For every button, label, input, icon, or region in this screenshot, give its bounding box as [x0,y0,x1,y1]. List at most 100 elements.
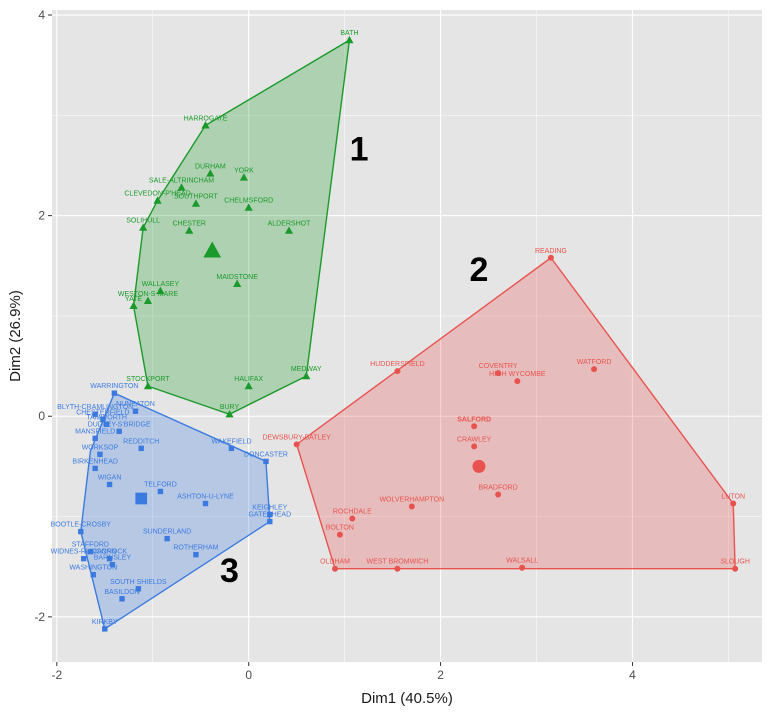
cluster-number-3: 3 [220,552,239,590]
label-tamworth: TAMWORTH [86,414,127,421]
point-blyth-cramlington [92,411,98,417]
point-bath [345,35,354,44]
centroid-cluster-1 [203,241,222,258]
label-harrogate: HARROGATE [184,115,228,122]
point-salford [471,423,478,430]
point-durham [206,169,215,177]
label-nuneaton: NUNEATON [116,401,155,408]
point-kirkby [102,626,108,632]
point-nuneaton [132,408,139,414]
y-tick-label: 4 [38,8,45,22]
label-redditch: REDDITCH [123,438,159,445]
label-bath: BATH [340,30,358,37]
centroid-cluster-3 [135,492,148,505]
point-yate [129,301,138,310]
label-coventry: COVENTRY [479,363,518,370]
label-sale-altrincham: SALE-ALTRINCHAM [149,178,214,185]
point-york [239,173,248,181]
label-west-bromwich: WEST BROMWICH [367,559,429,566]
point-doncaster [263,458,269,465]
point-walsall [519,564,526,571]
point-southport [191,199,200,207]
label-medway: MEDWAY [291,366,322,373]
x-tick-label: 2 [437,668,444,682]
point-bootle-crosby [78,528,84,535]
point-labels: BATH HARROGATE DURHAM YORK SALE-ALTRINCHAM CL… [51,30,750,626]
label-slough: SLOUGH [720,559,750,566]
label-birkenhead: BIRKENHEAD [72,458,118,465]
x-tick-label: 0 [245,668,252,682]
cluster-number-1: 1 [350,130,369,168]
label-blyth-cramlington: BLYTH-CRAMLINGTON [57,404,133,411]
point-chester [185,226,194,234]
point-stafford [87,548,94,555]
data-points [78,35,739,632]
point-redditch [138,445,144,452]
label-south-shields: SOUTH SHIELDS [110,579,167,586]
label-york: YORK [234,168,254,175]
point-keighley [267,511,273,518]
point-wolverhampton [408,503,415,510]
label-worksop: WORKSOP [82,444,119,451]
point-tamworth [103,421,110,427]
label-oldham: OLDHAM [320,559,350,566]
point-ashton-u-lyne [202,500,209,507]
label-bolton: BOLTON [326,525,354,532]
label-chesterfield: CHESTERFIELD [76,409,129,416]
label-gateshead: GATESHEAD [248,512,291,519]
point-bolton [336,531,343,538]
point-widnes-runcorn [80,555,87,562]
y-tick-label: -2 [34,610,45,624]
label-wallasey: WALLASEY [142,281,180,288]
axes: -2 0 2 4 -2 0 2 4 [34,8,636,682]
point-halifax [244,381,253,390]
label-rotherham: ROTHERHAM [173,545,218,552]
point-worksop [97,451,103,458]
point-chelmsford [244,203,253,211]
label-widnes-runcorn: WIDNES-RUNCORN [51,549,117,556]
grid [52,10,762,662]
point-cannock [106,555,113,562]
point-west-bromwich [394,565,401,572]
y-tick-label: 2 [38,209,45,223]
point-solihull [139,223,148,231]
point-wallasey [156,286,165,294]
label-southport: SOUTHPORT [174,194,219,201]
point-dudley-s-bridge [116,428,122,434]
label-stafford: STAFFORD [72,542,109,549]
label-basildon: BASILDON [104,589,139,596]
label-mansfield: MANSFIELD [75,428,115,435]
x-axis-title: Dim1 (40.5%) [361,690,453,707]
cluster-hulls [80,38,736,631]
label-halifax: HALIFAX [234,376,263,383]
point-washington [90,572,96,578]
point-wigan [106,481,113,488]
point-rochdale [349,515,356,522]
label-dudley-s-bridge: DUDLEY-S'BRIDGE [88,421,151,428]
label-solihull: SOLIHULL [126,218,160,225]
point-watford [591,366,598,373]
point-warrington [111,390,118,396]
label-cannock: CANNOCK [92,549,127,556]
label-luton: LUTON [721,494,745,501]
label-barnsley: BARNSLEY [94,555,132,562]
point-rotherham [193,551,199,558]
point-telford [157,488,164,495]
point-chesterfield [100,416,106,422]
point-slough [732,565,739,572]
label-washington: WASHINGTON [69,565,117,572]
label-ashton-u-lyne: ASHTON-U-LYNE [177,494,234,501]
label-dewsbury-batley: DEWSBURY-BATLEY [262,434,331,441]
point-basildon [119,596,125,602]
point-luton [730,500,737,507]
panel-background [52,10,762,662]
label-chester: CHESTER [172,221,205,228]
label-wigan: WIGAN [98,474,122,481]
label-sunderland: SUNDERLAND [143,529,191,536]
point-coventry [495,370,502,377]
label-clevedon-p-head: CLEVEDON-P'HEAD [124,191,190,198]
label-kirkby: KIRKBY [92,619,118,626]
point-stockport [143,381,153,390]
label-salford: SALFORD [457,416,491,423]
